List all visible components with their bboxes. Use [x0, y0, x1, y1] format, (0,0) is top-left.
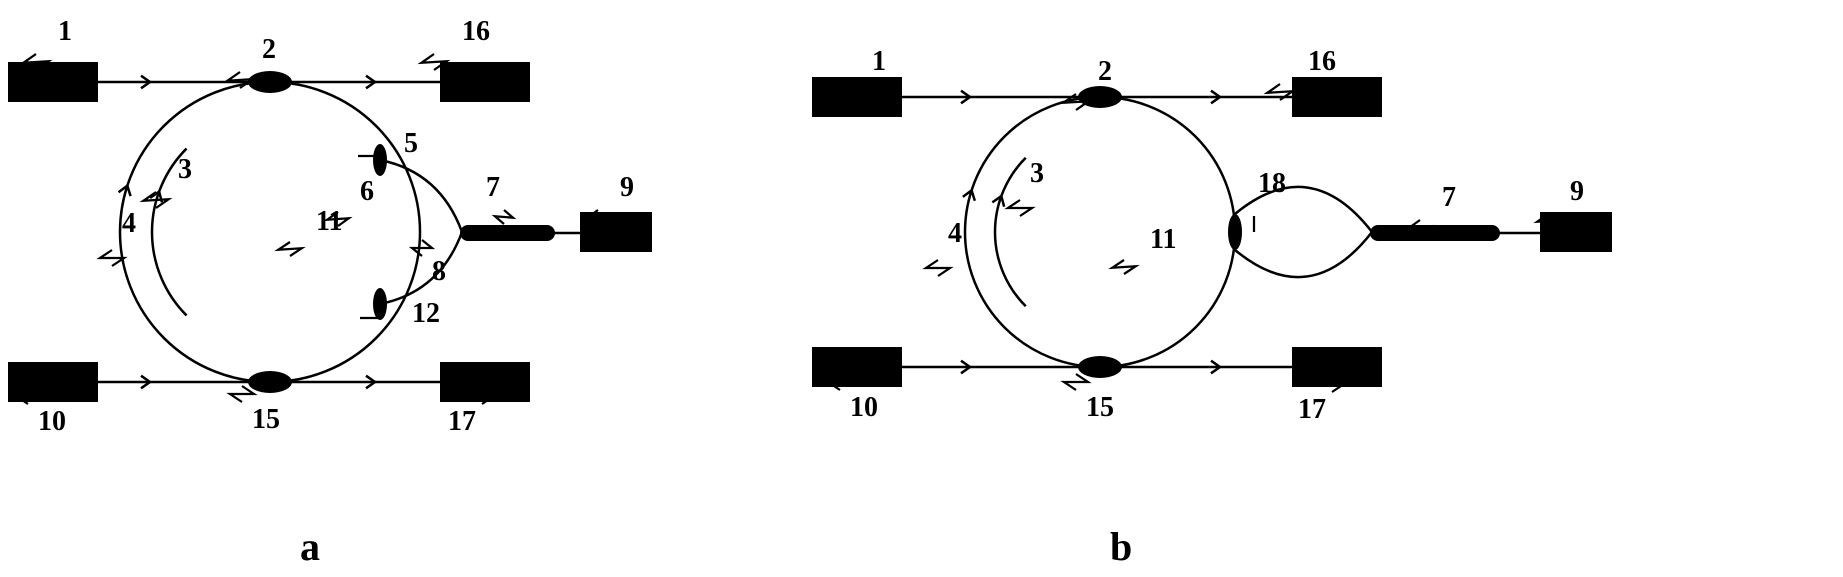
a-label-10: 10	[38, 406, 66, 437]
a-coupler-lower-small	[373, 288, 387, 320]
a-label-15: 15	[252, 404, 280, 435]
b-label-16: 16	[1308, 46, 1336, 77]
b-label-9: 9	[1570, 176, 1584, 207]
b-label-11: 11	[1150, 224, 1176, 255]
a-coupler-bottom	[248, 371, 292, 393]
a-coupler-top	[248, 71, 292, 93]
a-label-1: 1	[58, 16, 72, 47]
b-label-15: 15	[1086, 392, 1114, 423]
a-tap-upper	[380, 160, 462, 232]
b-box-tr	[1292, 77, 1382, 117]
b-box-tl	[812, 77, 902, 117]
a-box-tl	[8, 62, 98, 102]
b-tick-11	[1112, 260, 1135, 274]
b-coupler-right-small	[1228, 214, 1242, 250]
b-ring	[965, 97, 1235, 367]
a-label-6: 6	[360, 176, 374, 207]
a-tick-7	[495, 210, 513, 224]
b-coupler-bottom	[1078, 356, 1122, 378]
b-tick-15	[1064, 374, 1088, 390]
a-caption: a	[300, 524, 320, 569]
a-label-9: 9	[620, 172, 634, 203]
a-label-12: 12	[412, 298, 440, 329]
a-ring	[120, 82, 420, 382]
b-box-br	[1292, 347, 1382, 387]
b-label-7: 7	[1442, 182, 1456, 213]
a-label-17: 17	[448, 406, 476, 437]
a-label-16: 16	[462, 16, 490, 47]
b-tick-3	[1008, 200, 1032, 216]
a-label-7: 7	[486, 172, 500, 203]
a-label-11: 11	[316, 206, 342, 237]
b-label-10: 10	[850, 392, 878, 423]
a-label-8: 8	[432, 256, 446, 287]
b-label-2: 2	[1098, 56, 1112, 87]
a-tick-8	[412, 240, 432, 256]
a-label-4: 4	[122, 208, 136, 239]
b-tick-4	[926, 260, 950, 276]
b-label-18: 18	[1258, 168, 1286, 199]
a-box-tr	[440, 62, 530, 102]
b-sausage	[1370, 225, 1500, 241]
b-label-4: 4	[948, 218, 962, 249]
a-label-3: 3	[178, 154, 192, 185]
a-sausage	[460, 225, 555, 241]
diagram-canvas: 123456789101112151617a123479101115161718…	[0, 0, 1843, 577]
a-tick-11	[278, 242, 301, 256]
b-label-1: 1	[872, 46, 886, 77]
b-label-17: 17	[1298, 394, 1326, 425]
a-label-5: 5	[404, 128, 418, 159]
a-tap-lower	[380, 232, 462, 304]
b-loop	[1235, 187, 1372, 277]
b-caption: b	[1110, 524, 1132, 569]
a-coupler-upper-small	[373, 144, 387, 176]
b-label-3: 3	[1030, 158, 1044, 189]
a-tick-15	[230, 386, 254, 402]
b-inner-arc	[995, 158, 1026, 306]
b-box-right	[1540, 212, 1612, 252]
a-label-2: 2	[262, 34, 276, 65]
